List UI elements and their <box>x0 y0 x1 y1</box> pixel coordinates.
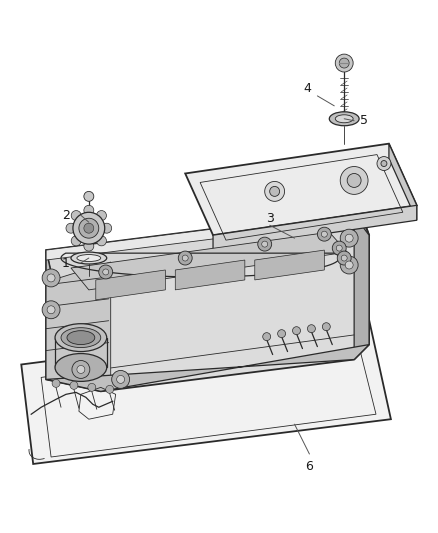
Circle shape <box>77 366 85 374</box>
Ellipse shape <box>55 324 107 352</box>
Circle shape <box>340 256 358 274</box>
Circle shape <box>322 322 330 330</box>
Circle shape <box>341 255 347 261</box>
Polygon shape <box>21 320 391 464</box>
Circle shape <box>340 229 358 247</box>
Circle shape <box>381 160 387 166</box>
Circle shape <box>332 241 346 255</box>
Ellipse shape <box>329 112 359 126</box>
Circle shape <box>339 58 349 68</box>
Circle shape <box>72 360 90 378</box>
Polygon shape <box>46 250 53 379</box>
Circle shape <box>112 370 130 389</box>
Circle shape <box>47 274 55 282</box>
Polygon shape <box>175 260 245 290</box>
Circle shape <box>106 385 114 393</box>
Ellipse shape <box>67 330 95 345</box>
Polygon shape <box>46 211 361 260</box>
Polygon shape <box>389 144 417 220</box>
Polygon shape <box>46 212 369 391</box>
Ellipse shape <box>61 328 101 348</box>
Polygon shape <box>71 232 347 290</box>
Circle shape <box>84 191 94 201</box>
Circle shape <box>337 251 351 265</box>
Text: 2: 2 <box>62 209 70 222</box>
Circle shape <box>178 251 192 265</box>
Circle shape <box>117 375 124 383</box>
Text: 4: 4 <box>304 83 311 95</box>
Text: 3: 3 <box>266 212 274 225</box>
Circle shape <box>42 269 60 287</box>
Circle shape <box>47 306 55 314</box>
Circle shape <box>347 173 361 188</box>
Circle shape <box>71 236 81 246</box>
Circle shape <box>270 187 279 196</box>
Circle shape <box>278 330 286 337</box>
Text: 5: 5 <box>360 114 368 127</box>
Circle shape <box>88 383 96 391</box>
Circle shape <box>52 379 60 387</box>
Polygon shape <box>185 144 417 235</box>
Text: 6: 6 <box>305 461 313 473</box>
Circle shape <box>102 223 112 233</box>
Circle shape <box>96 236 106 246</box>
Polygon shape <box>46 211 369 282</box>
Circle shape <box>263 333 271 341</box>
Circle shape <box>84 223 94 233</box>
Circle shape <box>182 255 188 261</box>
Circle shape <box>79 218 99 238</box>
Ellipse shape <box>77 255 101 262</box>
Ellipse shape <box>335 115 353 123</box>
Text: 1: 1 <box>62 256 70 270</box>
Circle shape <box>71 211 81 221</box>
Circle shape <box>307 325 315 333</box>
Circle shape <box>42 301 60 319</box>
Polygon shape <box>213 205 417 250</box>
Circle shape <box>340 166 368 195</box>
Polygon shape <box>96 270 165 300</box>
Circle shape <box>377 157 391 171</box>
Circle shape <box>84 205 94 215</box>
Polygon shape <box>46 262 111 389</box>
Ellipse shape <box>55 353 107 382</box>
Polygon shape <box>255 250 324 280</box>
Ellipse shape <box>71 252 107 264</box>
Circle shape <box>293 327 300 335</box>
Circle shape <box>103 269 109 275</box>
Circle shape <box>96 211 106 221</box>
Circle shape <box>345 261 353 269</box>
Polygon shape <box>361 235 369 348</box>
Circle shape <box>66 223 76 233</box>
Polygon shape <box>46 345 369 391</box>
Circle shape <box>99 265 113 279</box>
Circle shape <box>70 382 78 389</box>
Circle shape <box>265 181 285 201</box>
Circle shape <box>335 54 353 72</box>
Circle shape <box>321 231 327 237</box>
Circle shape <box>345 234 353 242</box>
Circle shape <box>258 237 272 251</box>
Circle shape <box>336 245 342 251</box>
Circle shape <box>84 241 94 251</box>
Circle shape <box>73 212 105 244</box>
Polygon shape <box>354 215 369 360</box>
Circle shape <box>262 241 268 247</box>
Circle shape <box>318 227 331 241</box>
